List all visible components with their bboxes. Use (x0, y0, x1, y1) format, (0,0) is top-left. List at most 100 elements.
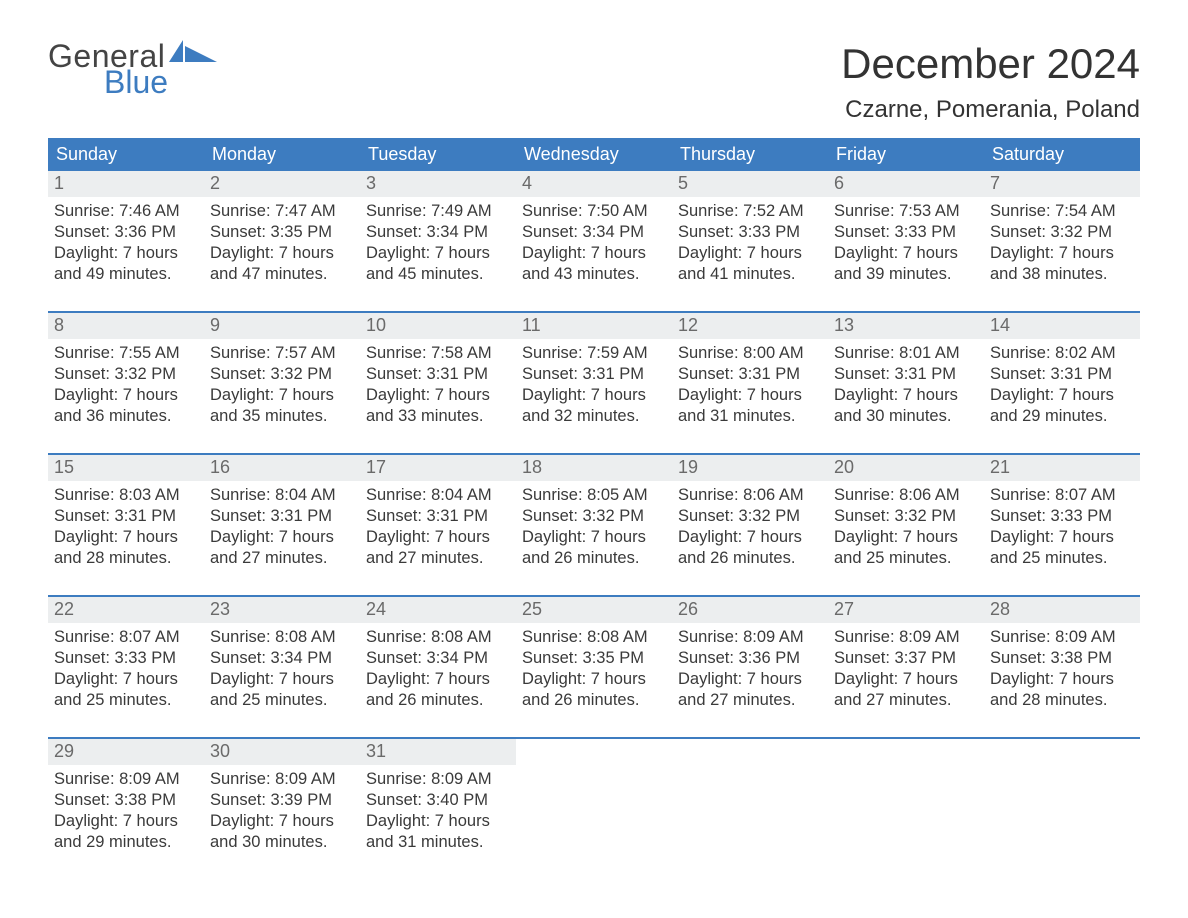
daylight-line-2: and 31 minutes. (366, 832, 510, 853)
day-number: 28 (984, 597, 1140, 623)
sunset-line: Sunset: 3:40 PM (366, 790, 510, 811)
daylight-line-1: Daylight: 7 hours (210, 669, 354, 690)
daylight-line-1: Daylight: 7 hours (522, 385, 666, 406)
day-details: Sunrise: 8:09 AMSunset: 3:37 PMDaylight:… (828, 623, 984, 713)
sunset-line: Sunset: 3:38 PM (990, 648, 1134, 669)
sunrise-line: Sunrise: 7:55 AM (54, 343, 198, 364)
daylight-line-2: and 28 minutes. (54, 548, 198, 569)
day-details: Sunrise: 8:07 AMSunset: 3:33 PMDaylight:… (48, 623, 204, 713)
day-number: 22 (48, 597, 204, 623)
daylight-line-2: and 27 minutes. (210, 548, 354, 569)
day-details: Sunrise: 8:03 AMSunset: 3:31 PMDaylight:… (48, 481, 204, 571)
calendar-week-row: 15Sunrise: 8:03 AMSunset: 3:31 PMDayligh… (48, 453, 1140, 571)
sunset-line: Sunset: 3:33 PM (678, 222, 822, 243)
day-number: 13 (828, 313, 984, 339)
sunset-line: Sunset: 3:31 PM (834, 364, 978, 385)
sunrise-line: Sunrise: 7:49 AM (366, 201, 510, 222)
daylight-line-1: Daylight: 7 hours (522, 243, 666, 264)
sunrise-line: Sunrise: 8:04 AM (366, 485, 510, 506)
daylight-line-1: Daylight: 7 hours (210, 527, 354, 548)
calendar-day-cell: 24Sunrise: 8:08 AMSunset: 3:34 PMDayligh… (360, 597, 516, 713)
calendar-day-cell: 9Sunrise: 7:57 AMSunset: 3:32 PMDaylight… (204, 313, 360, 429)
day-number: 10 (360, 313, 516, 339)
sunrise-line: Sunrise: 8:00 AM (678, 343, 822, 364)
daylight-line-1: Daylight: 7 hours (366, 811, 510, 832)
day-details: Sunrise: 8:07 AMSunset: 3:33 PMDaylight:… (984, 481, 1140, 571)
sunrise-line: Sunrise: 7:57 AM (210, 343, 354, 364)
weekday-header: Tuesday (360, 138, 516, 171)
calendar-day-cell: 6Sunrise: 7:53 AMSunset: 3:33 PMDaylight… (828, 171, 984, 287)
day-details: Sunrise: 7:47 AMSunset: 3:35 PMDaylight:… (204, 197, 360, 287)
daylight-line-1: Daylight: 7 hours (834, 669, 978, 690)
daylight-line-2: and 26 minutes. (678, 548, 822, 569)
day-number: 29 (48, 739, 204, 765)
daylight-line-1: Daylight: 7 hours (54, 385, 198, 406)
sunset-line: Sunset: 3:31 PM (678, 364, 822, 385)
day-number: 14 (984, 313, 1140, 339)
sunset-line: Sunset: 3:39 PM (210, 790, 354, 811)
sunrise-line: Sunrise: 8:04 AM (210, 485, 354, 506)
daylight-line-1: Daylight: 7 hours (678, 527, 822, 548)
weekday-header: Wednesday (516, 138, 672, 171)
calendar-day-cell: 4Sunrise: 7:50 AMSunset: 3:34 PMDaylight… (516, 171, 672, 287)
daylight-line-2: and 26 minutes. (522, 548, 666, 569)
weekday-header: Monday (204, 138, 360, 171)
calendar-day-cell: 13Sunrise: 8:01 AMSunset: 3:31 PMDayligh… (828, 313, 984, 429)
calendar-day-cell: 18Sunrise: 8:05 AMSunset: 3:32 PMDayligh… (516, 455, 672, 571)
day-number: 6 (828, 171, 984, 197)
sunset-line: Sunset: 3:31 PM (366, 506, 510, 527)
day-details: Sunrise: 8:02 AMSunset: 3:31 PMDaylight:… (984, 339, 1140, 429)
sunrise-line: Sunrise: 8:02 AM (990, 343, 1134, 364)
sunrise-line: Sunrise: 7:50 AM (522, 201, 666, 222)
day-number: 20 (828, 455, 984, 481)
sunset-line: Sunset: 3:31 PM (210, 506, 354, 527)
day-details: Sunrise: 8:09 AMSunset: 3:39 PMDaylight:… (204, 765, 360, 855)
sunset-line: Sunset: 3:36 PM (678, 648, 822, 669)
daylight-line-2: and 32 minutes. (522, 406, 666, 427)
sunrise-line: Sunrise: 7:58 AM (366, 343, 510, 364)
day-details: Sunrise: 7:58 AMSunset: 3:31 PMDaylight:… (360, 339, 516, 429)
day-number: 12 (672, 313, 828, 339)
day-details: Sunrise: 7:50 AMSunset: 3:34 PMDaylight:… (516, 197, 672, 287)
day-details: Sunrise: 7:55 AMSunset: 3:32 PMDaylight:… (48, 339, 204, 429)
calendar-day-cell: 28Sunrise: 8:09 AMSunset: 3:38 PMDayligh… (984, 597, 1140, 713)
day-number: 21 (984, 455, 1140, 481)
sunrise-line: Sunrise: 8:09 AM (366, 769, 510, 790)
sunset-line: Sunset: 3:32 PM (522, 506, 666, 527)
sunset-line: Sunset: 3:34 PM (366, 222, 510, 243)
daylight-line-1: Daylight: 7 hours (210, 385, 354, 406)
sunset-line: Sunset: 3:31 PM (990, 364, 1134, 385)
day-number: 31 (360, 739, 516, 765)
daylight-line-1: Daylight: 7 hours (54, 811, 198, 832)
day-number: 23 (204, 597, 360, 623)
daylight-line-1: Daylight: 7 hours (54, 527, 198, 548)
calendar-day-cell: 22Sunrise: 8:07 AMSunset: 3:33 PMDayligh… (48, 597, 204, 713)
sunset-line: Sunset: 3:32 PM (834, 506, 978, 527)
day-number: 17 (360, 455, 516, 481)
weekday-header: Thursday (672, 138, 828, 171)
sunrise-line: Sunrise: 8:03 AM (54, 485, 198, 506)
daylight-line-2: and 29 minutes. (54, 832, 198, 853)
day-number: 18 (516, 455, 672, 481)
daylight-line-1: Daylight: 7 hours (834, 243, 978, 264)
sunset-line: Sunset: 3:35 PM (522, 648, 666, 669)
calendar-day-cell: 19Sunrise: 8:06 AMSunset: 3:32 PMDayligh… (672, 455, 828, 571)
day-number: 1 (48, 171, 204, 197)
sunset-line: Sunset: 3:33 PM (834, 222, 978, 243)
calendar-day-cell: 29Sunrise: 8:09 AMSunset: 3:38 PMDayligh… (48, 739, 204, 855)
calendar-day-cell (672, 739, 828, 855)
daylight-line-1: Daylight: 7 hours (54, 669, 198, 690)
daylight-line-2: and 45 minutes. (366, 264, 510, 285)
daylight-line-1: Daylight: 7 hours (834, 527, 978, 548)
day-number: 4 (516, 171, 672, 197)
day-number: 8 (48, 313, 204, 339)
calendar-day-cell: 11Sunrise: 7:59 AMSunset: 3:31 PMDayligh… (516, 313, 672, 429)
day-details: Sunrise: 8:04 AMSunset: 3:31 PMDaylight:… (360, 481, 516, 571)
daylight-line-2: and 31 minutes. (678, 406, 822, 427)
daylight-line-1: Daylight: 7 hours (522, 527, 666, 548)
calendar-day-cell: 5Sunrise: 7:52 AMSunset: 3:33 PMDaylight… (672, 171, 828, 287)
daylight-line-2: and 43 minutes. (522, 264, 666, 285)
calendar: SundayMondayTuesdayWednesdayThursdayFrid… (48, 138, 1140, 855)
calendar-day-cell: 31 Sunrise: 8:09 AMSunset: 3:40 PMDayligh… (360, 739, 516, 855)
page: General Blue December 2024 Czarne, Pomer… (0, 0, 1188, 915)
